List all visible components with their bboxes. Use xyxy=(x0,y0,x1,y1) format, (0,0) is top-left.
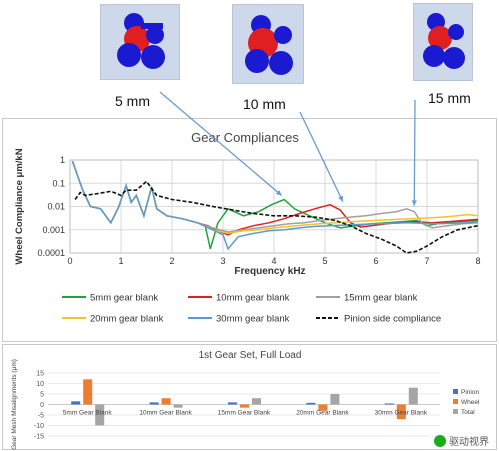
gear-icon xyxy=(101,5,179,79)
x-tick-label: 0 xyxy=(67,256,72,266)
annotation-arrowhead xyxy=(411,200,417,206)
bar-total xyxy=(252,398,261,405)
y-tick-label: 15 xyxy=(36,371,44,378)
thumb-label-5mm: 5 mm xyxy=(115,93,150,109)
bar-wheel xyxy=(318,404,328,411)
series-line-0 xyxy=(71,160,479,250)
bar-wheel xyxy=(240,404,249,408)
x-tick-label: 7 xyxy=(424,256,429,266)
gear-icon xyxy=(414,4,472,80)
watermark: 驱动视界 xyxy=(430,432,493,449)
legend-label: 5mm gear blank xyxy=(90,293,158,304)
bar-pinion xyxy=(149,402,159,405)
x-tick-label: 2 xyxy=(169,256,174,266)
y-tick-label: -5 xyxy=(38,413,44,420)
thumb-label-10mm: 10 mm xyxy=(243,96,286,112)
thumb-label-15mm: 15 mm xyxy=(428,90,471,106)
y-tick-label: 0.001 xyxy=(42,225,65,235)
gear-model-10mm-image xyxy=(232,4,304,84)
x-tick-label: 4 xyxy=(271,256,276,266)
bar-total xyxy=(330,394,340,405)
legend-label: 10mm gear blank xyxy=(216,293,290,304)
legend-swatch xyxy=(453,389,458,394)
y-tick-label: 5 xyxy=(40,392,44,399)
gear-model-5mm-image xyxy=(100,4,180,80)
bar-wheel xyxy=(83,379,93,405)
wechat-icon xyxy=(434,434,446,447)
series-line-5 xyxy=(74,180,479,254)
legend-label: 15mm gear blank xyxy=(344,293,418,304)
annotation-arrowhead xyxy=(338,195,343,202)
y-tick-label: 1 xyxy=(60,155,65,165)
bar-total xyxy=(95,404,105,426)
annotation-arrow xyxy=(159,91,283,196)
y-tick-label: 10 xyxy=(36,381,44,388)
bar-pinion xyxy=(306,402,316,405)
category-label: 15mm Gear Blank xyxy=(218,410,271,417)
y-tick-label: 0 xyxy=(40,402,44,409)
y-axis-label: Gear Mesh Misalignments (μm) xyxy=(11,359,18,450)
legend-label: Wheel xyxy=(461,399,480,406)
y-tick-label: -15 xyxy=(34,434,44,441)
annotation-arrowhead xyxy=(275,190,282,196)
x-tick-label: 8 xyxy=(475,256,480,266)
bar-pinion xyxy=(71,401,81,405)
legend-swatch xyxy=(453,399,458,404)
gear-icon xyxy=(233,5,303,83)
y-tick-label: 0.01 xyxy=(47,202,65,212)
gear-model-15mm-image xyxy=(413,3,473,81)
bar-wheel xyxy=(161,398,171,405)
x-axis-label: Frequency kHz xyxy=(234,266,305,277)
x-tick-label: 5 xyxy=(322,256,327,266)
series-line-4 xyxy=(71,160,479,251)
bar-pinion xyxy=(228,402,237,405)
bar-total xyxy=(173,404,183,408)
y-tick-label: 0.1 xyxy=(52,178,65,188)
category-label: 5mm Gear Blank xyxy=(63,410,113,417)
plot-area xyxy=(69,159,479,254)
legend-label: Pinion side compliance xyxy=(344,314,441,325)
annotation-arrow xyxy=(299,111,344,202)
x-tick-label: 3 xyxy=(220,256,225,266)
y-axis-label: Wheel Compliance μm/kN xyxy=(14,148,25,264)
legend-label: 20mm gear blank xyxy=(90,314,164,325)
category-label: 30mm Gear Blank xyxy=(375,410,428,417)
legend-swatch xyxy=(453,409,458,414)
x-tick-label: 6 xyxy=(373,256,378,266)
bar-pinion xyxy=(384,403,394,405)
annotation-arrow xyxy=(413,99,416,206)
bar-wheel xyxy=(396,404,406,420)
y-tick-label: 0.0001 xyxy=(37,248,65,258)
legend-label: Pinion xyxy=(461,389,479,396)
chart-title: 1st Gear Set, Full Load xyxy=(199,350,302,361)
legend-label: 30mm gear blank xyxy=(216,314,290,325)
legend-label: Total xyxy=(461,409,475,416)
bar-total xyxy=(408,387,418,405)
x-tick-label: 1 xyxy=(118,256,123,266)
category-label: 20mm Gear Blank xyxy=(296,410,349,417)
category-label: 10mm Gear Blank xyxy=(139,410,192,417)
watermark-text: 驱动视界 xyxy=(449,437,489,448)
y-tick-label: -10 xyxy=(34,423,44,430)
